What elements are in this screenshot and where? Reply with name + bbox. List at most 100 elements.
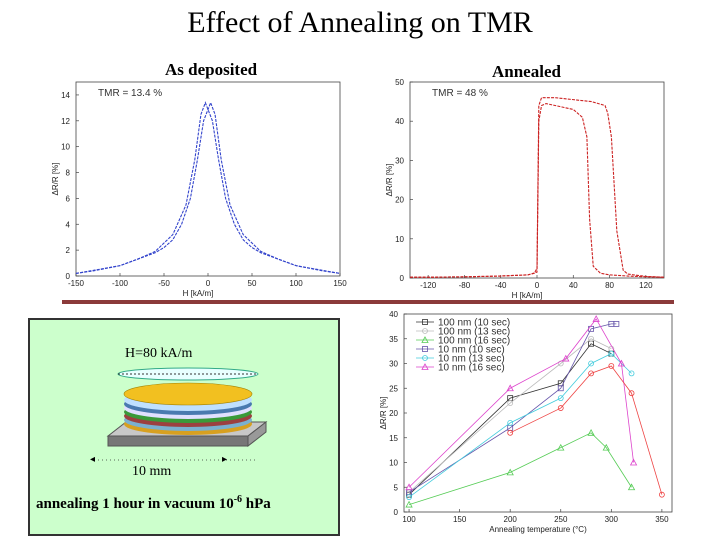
series-line <box>75 101 341 274</box>
data-point <box>627 483 636 491</box>
x-axis-label: H [kA/m] <box>512 291 543 300</box>
y-tick-label: 5 <box>394 483 399 492</box>
x-tick-label: 120 <box>639 281 653 290</box>
data-point <box>422 355 428 361</box>
x-tick-label: 50 <box>248 279 257 288</box>
x-axis-label: H [kA/m] <box>183 289 214 298</box>
series-line <box>510 365 663 495</box>
y-tick-label: 40 <box>395 117 404 126</box>
data-point <box>617 359 626 367</box>
y-tick-label: 40 <box>389 310 398 319</box>
y-tick-label: 12 <box>61 117 70 126</box>
legend-label: 10 nm (10 sec) <box>438 345 505 356</box>
x-tick-label: -50 <box>158 279 170 288</box>
data-point <box>421 363 429 370</box>
x-tick-label: 200 <box>504 515 518 524</box>
data-point <box>506 384 514 392</box>
tmr-stack-illustration <box>94 367 268 461</box>
data-point <box>588 335 594 342</box>
data-point <box>422 346 428 352</box>
series-line <box>408 353 632 498</box>
y-tick-label: 0 <box>394 508 399 517</box>
divider <box>62 300 674 304</box>
size-label: 10 mm <box>132 464 172 479</box>
y-axis-label: ΔR/R [%] <box>385 164 394 197</box>
y-tick-label: 8 <box>66 169 71 178</box>
y-tick-label: 30 <box>389 360 398 369</box>
x-tick-label: -150 <box>68 279 85 288</box>
data-point <box>592 315 600 322</box>
y-tick-label: 6 <box>66 194 71 203</box>
tmr-annotation: TMR = 13.4 % <box>98 88 162 99</box>
x-tick-label: 0 <box>535 281 540 290</box>
legend-label: 10 nm (13 sec) <box>438 354 505 365</box>
x-tick-label: -80 <box>459 281 471 290</box>
legend-label: 100 nm (13 sec) <box>438 327 510 338</box>
data-point <box>628 370 635 377</box>
size-arrow-right-icon: ▸ <box>222 454 228 465</box>
data-point <box>557 395 564 402</box>
data-point <box>507 429 514 436</box>
data-point <box>588 370 594 377</box>
annealing-exponent: -6 <box>233 494 243 505</box>
series-line <box>408 323 617 493</box>
y-tick-label: 2 <box>66 246 71 255</box>
series-line <box>408 318 634 488</box>
y-tick-label: 30 <box>395 156 404 165</box>
data-point <box>506 468 514 476</box>
x-tick-label: 0 <box>206 279 211 288</box>
size-arrow-left-icon: ◂ <box>90 454 96 465</box>
y-tick-label: 0 <box>66 272 71 281</box>
panel-label-annealed: Annealed <box>492 62 561 81</box>
page-title: Effect of Annealing on TMR <box>187 6 533 39</box>
series-line <box>408 343 612 495</box>
y-axis-label: ΔR/R [%] <box>51 163 60 196</box>
y-tick-label: 15 <box>389 434 398 443</box>
x-tick-label: -40 <box>495 281 507 290</box>
x-tick-label: 250 <box>554 515 568 524</box>
data-point <box>608 363 615 369</box>
sample-setup-panel: H=80 kA/m ◂ ▸ 10 mm annealing 1 hour in … <box>28 318 340 536</box>
y-tick-label: 50 <box>395 78 404 87</box>
annealing-caption-text: annealing 1 hour in vacuum 10 <box>36 496 234 512</box>
y-tick-label: 0 <box>400 274 405 283</box>
data-point <box>507 400 514 407</box>
series-line <box>410 102 665 278</box>
data-point <box>608 350 615 357</box>
data-point <box>628 390 635 397</box>
data-point <box>422 319 428 325</box>
y-tick-label: 10 <box>389 459 398 468</box>
x-tick-label: -120 <box>420 281 437 290</box>
data-point <box>557 443 565 451</box>
tmr-annotation: TMR = 48 % <box>432 88 488 99</box>
y-tick-label: 25 <box>389 384 398 393</box>
x-tick-label: 40 <box>569 281 578 290</box>
legend-label: 10 nm (16 sec) <box>438 363 505 374</box>
panel-label-as-deposited: As deposited <box>165 60 258 79</box>
y-tick-label: 4 <box>66 220 71 229</box>
annealing-caption: annealing 1 hour in vacuum 10-6 hPa <box>36 494 271 513</box>
data-point <box>507 419 514 426</box>
x-tick-label: 300 <box>605 515 619 524</box>
x-tick-label: -100 <box>112 279 129 288</box>
data-point <box>588 360 594 367</box>
data-point <box>405 483 413 491</box>
data-point <box>557 405 564 411</box>
data-point <box>557 385 564 392</box>
x-tick-label: 150 <box>453 515 467 524</box>
data-point <box>422 328 428 334</box>
x-tick-label: 100 <box>289 279 303 288</box>
y-tick-label: 10 <box>395 235 404 244</box>
data-point <box>562 354 570 362</box>
series-line <box>408 432 632 505</box>
x-tick-label: 350 <box>655 515 669 524</box>
y-tick-label: 20 <box>395 196 404 205</box>
y-tick-label: 20 <box>389 409 398 418</box>
series-line <box>408 338 612 493</box>
data-point <box>405 500 413 508</box>
y-tick-label: 14 <box>61 91 70 100</box>
x-tick-label: 80 <box>605 281 614 290</box>
data-point <box>658 491 665 498</box>
